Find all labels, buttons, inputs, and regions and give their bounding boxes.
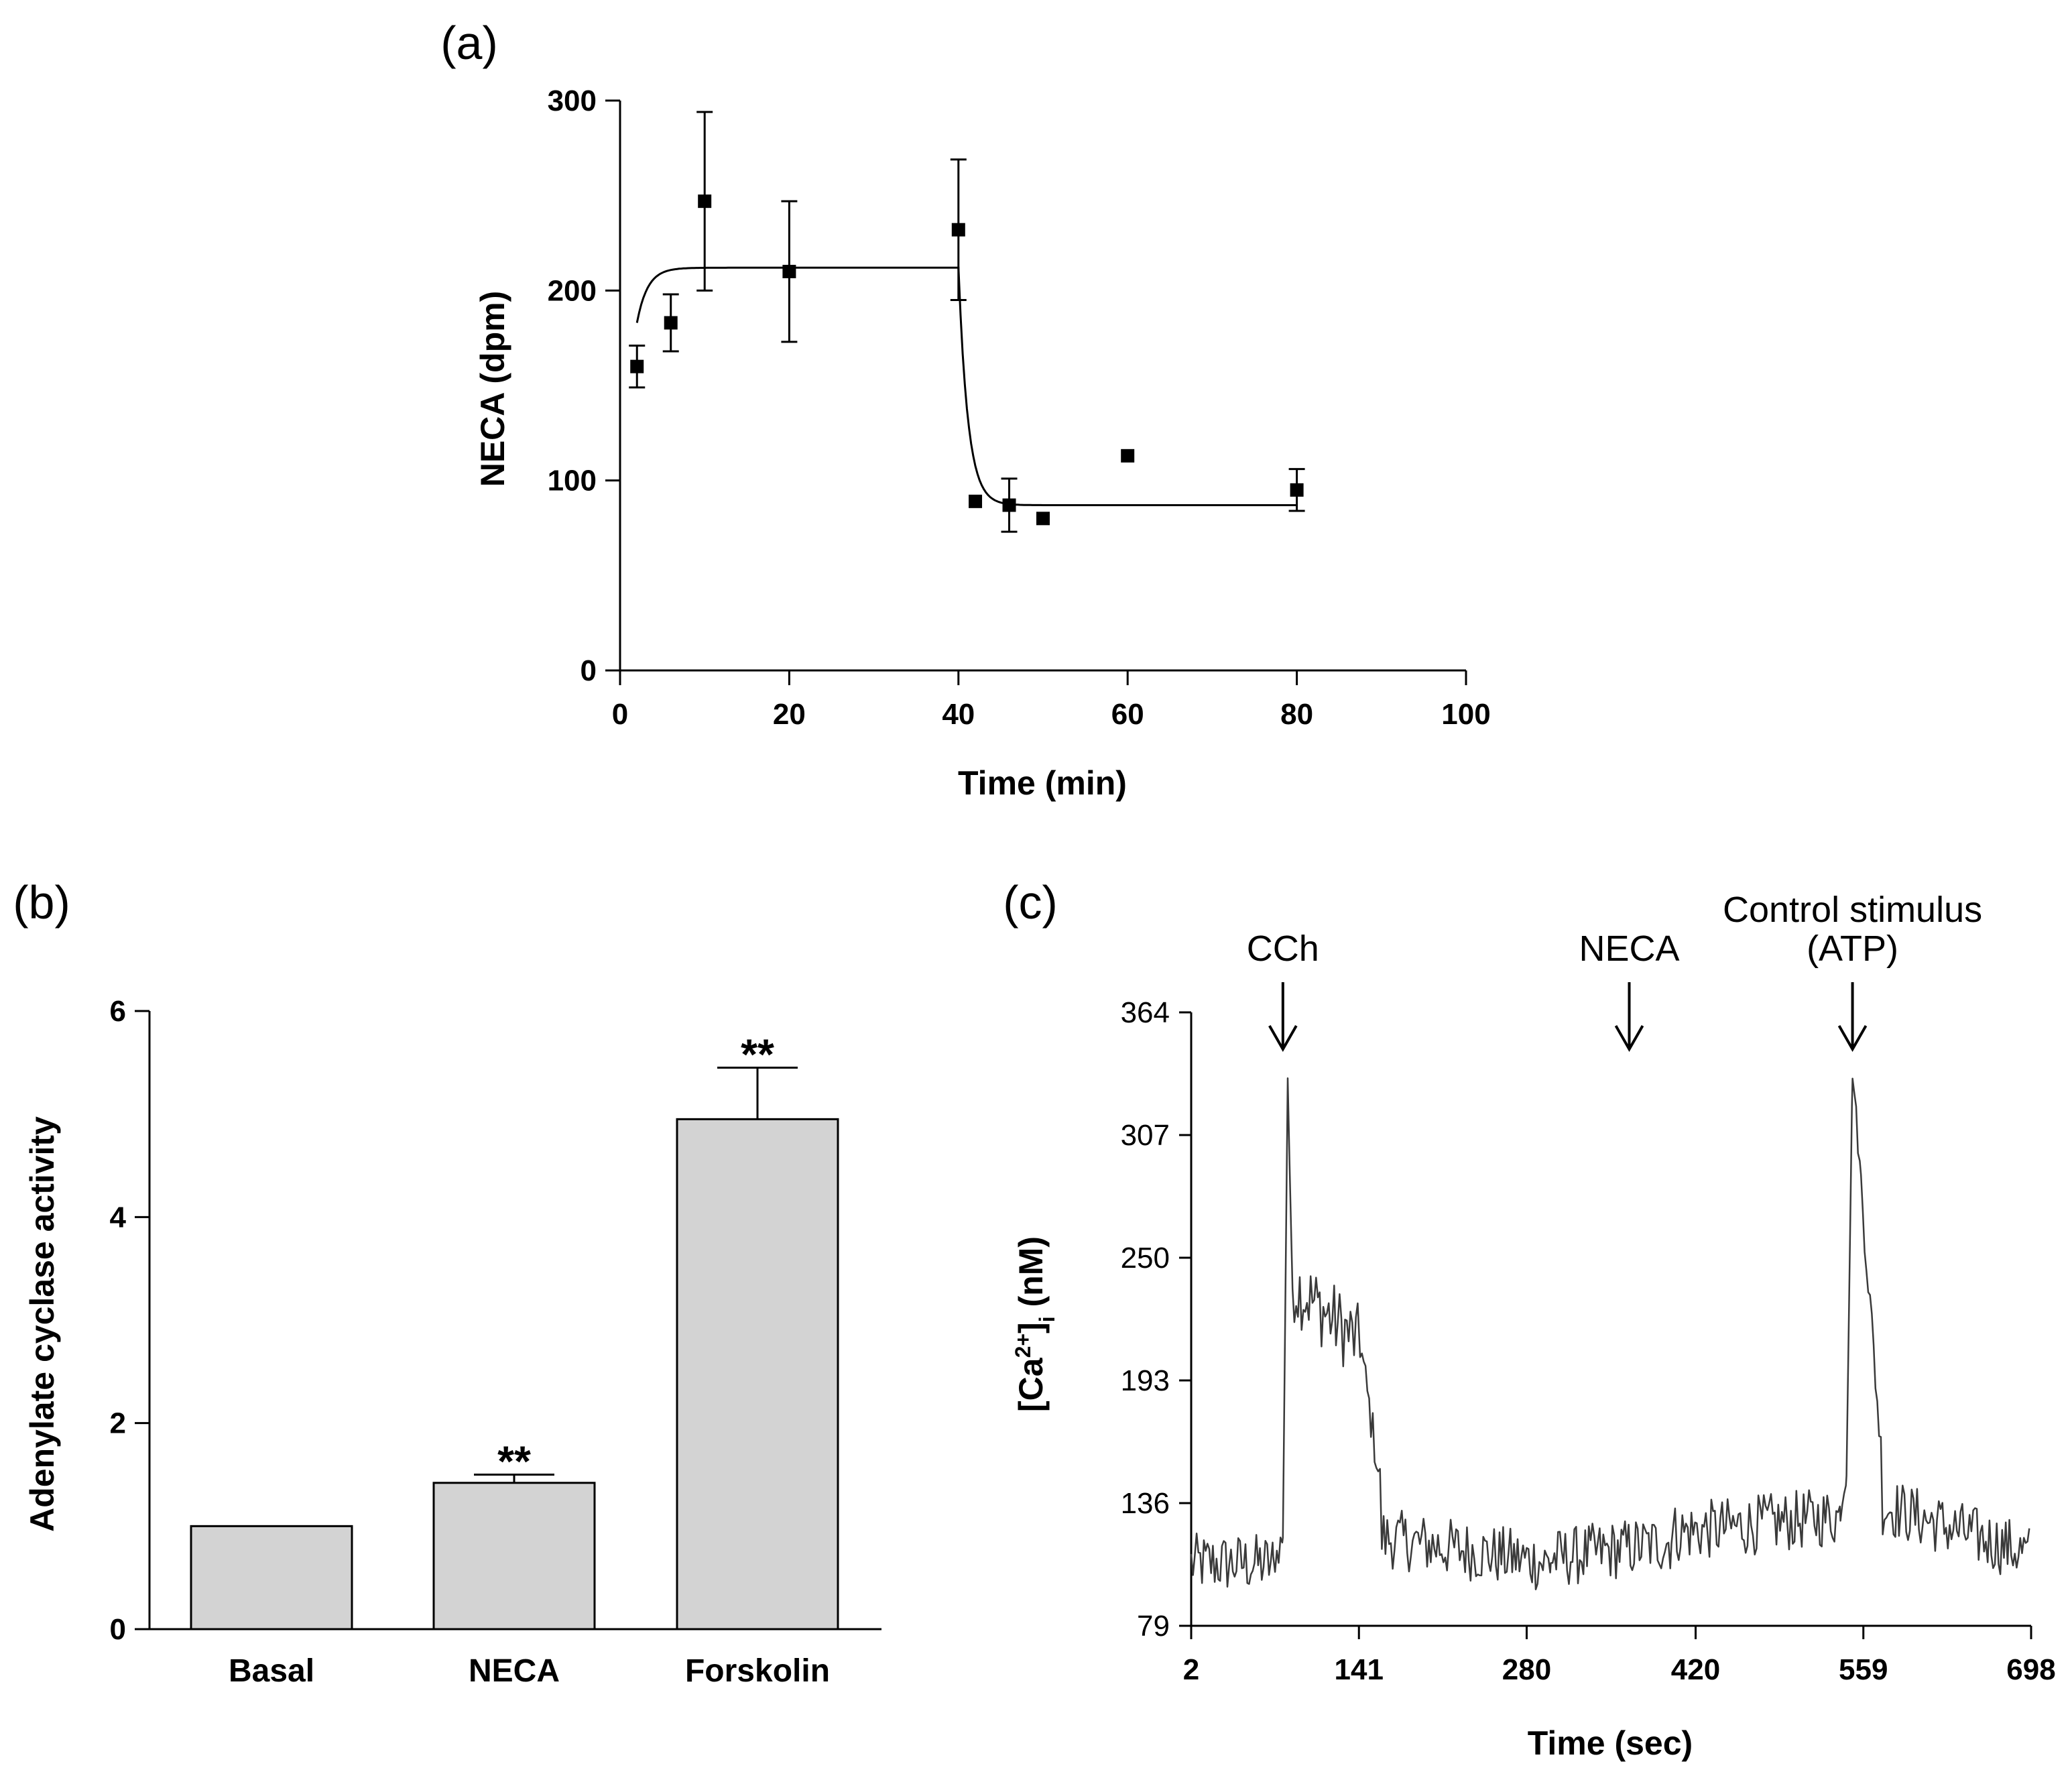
panel-a-fit-curve <box>635 266 1297 506</box>
panel-a-data-point <box>1121 449 1135 463</box>
panel-b-significance-label: ** <box>741 1030 774 1079</box>
panel-a-x-axis-label: Time (min) <box>958 764 1127 802</box>
panel-a-data-point <box>664 316 678 330</box>
panel-a-axes: 0 20 40 60 80 100 0 100 200 300 <box>548 84 1491 731</box>
panel-b-bar-chart: (b) 0 2 4 6 Basal ** NECA ** Forskolin Adenylat… <box>13 876 881 1689</box>
panel-c-x-tick-label: 141 <box>1335 1653 1384 1686</box>
panel-a-label: (a) <box>440 17 498 69</box>
panel-c-event-label: CCh <box>1247 929 1319 969</box>
panel-a-fit-line <box>635 266 1297 506</box>
panel-c-y-tick-label: 193 <box>1121 1364 1170 1397</box>
panel-c-y-axis-label-main: [Ca <box>1012 1357 1050 1412</box>
panel-a-x-tick-label: 20 <box>773 698 806 731</box>
panel-c-y-axis-label-subscript: i <box>1035 1316 1059 1322</box>
panel-c-x-tick-label: 280 <box>1502 1653 1551 1686</box>
panel-c-y-tick-label: 250 <box>1121 1242 1170 1274</box>
panel-a-data-points <box>629 111 1305 533</box>
panel-c-y-axis-label-unit: (nM) <box>1012 1236 1050 1316</box>
panel-a-data-point <box>630 359 644 373</box>
panel-c-event-arrow-head <box>1268 1025 1298 1053</box>
panel-c-y-tick-label: 136 <box>1121 1487 1170 1520</box>
panel-b-label: (b) <box>13 876 70 929</box>
panel-a-data-point <box>969 494 983 508</box>
panel-c-event-label: NECA <box>1579 929 1679 969</box>
panel-a-y-axis-label: NECA (dpm) <box>474 291 511 487</box>
panel-a-data-point <box>698 194 712 209</box>
panel-c-x-tick-label: 559 <box>1839 1653 1888 1686</box>
panel-c-event-label-line2: (ATP) <box>1807 929 1898 969</box>
panel-c-event-arrow-head <box>1614 1025 1644 1053</box>
panel-c-event-arrow-head <box>1837 1025 1868 1053</box>
panel-a-data-point <box>1002 498 1016 512</box>
panel-c-calcium-trace: (c) 2 141 280 420 559 698 79 136 193 250 307 364 CC… <box>1003 876 2056 1762</box>
panel-c-x-tick-label: 420 <box>1671 1653 1720 1686</box>
panel-c-event-label: Control stimulus <box>1723 890 1982 930</box>
panel-c-y-axis-label-bracket: ] <box>1012 1322 1050 1333</box>
panel-b-bar-neca <box>432 1482 596 1630</box>
panel-a-data-point <box>782 265 796 278</box>
panel-b-y-axis-label: Adenylate cyclase activity <box>23 1116 61 1532</box>
panel-c-x-axis-label: Time (sec) <box>1528 1724 1693 1762</box>
panel-a-data-point <box>951 223 965 237</box>
panel-b-category-label: NECA <box>469 1653 560 1689</box>
panel-c-label: (c) <box>1003 876 1058 929</box>
panel-a-y-tick-label: 100 <box>548 465 597 497</box>
panel-b-category-label: Basal <box>229 1653 314 1689</box>
panel-b-y-tick-label: 2 <box>110 1407 126 1440</box>
panel-b-y-tick-label: 0 <box>110 1613 126 1646</box>
panel-b-y-tick-label: 4 <box>110 1201 127 1234</box>
panel-a-x-tick-label: 0 <box>612 698 628 731</box>
panel-c-y-tick-label: 307 <box>1121 1119 1170 1152</box>
panel-b-bar-basal <box>190 1525 353 1630</box>
panel-a-y-tick-label: 200 <box>548 274 597 307</box>
panel-c-trace-line <box>1190 1077 2030 1590</box>
panel-b-y-tick-label: 6 <box>110 995 126 1028</box>
panel-a-y-tick-label: 300 <box>548 84 597 117</box>
panel-b-bar-forskolin <box>676 1118 839 1630</box>
panel-c-y-axis-label: [Ca2+]i (nM) <box>1011 1236 1059 1412</box>
panel-b-bars: Basal ** NECA ** Forskolin <box>190 1030 839 1689</box>
panel-a-x-tick-label: 60 <box>1111 698 1144 731</box>
panel-c-y-tick-label: 364 <box>1121 996 1170 1029</box>
panel-c-y-tick-label: 79 <box>1137 1610 1170 1643</box>
panel-c-axes: 2 141 280 420 559 698 79 136 193 250 307 364 <box>1121 996 2056 1686</box>
panel-b-category-label: Forskolin <box>685 1653 830 1689</box>
panel-a-data-point <box>1290 483 1304 497</box>
panel-c-x-tick-label: 2 <box>1183 1653 1199 1686</box>
panel-c-event-arrows: CCh NECA Control stimulus(ATP) <box>1247 890 1982 1053</box>
panel-b-significance-label: ** <box>497 1437 531 1486</box>
panel-a-y-tick-label: 0 <box>581 654 597 687</box>
panel-a-x-tick-label: 80 <box>1280 698 1313 731</box>
panel-c-y-axis-label-superscript: 2+ <box>1011 1333 1035 1358</box>
panel-a-x-tick-label: 40 <box>942 698 975 731</box>
panel-a-data-point <box>1036 512 1050 526</box>
panel-a-x-tick-label: 100 <box>1441 698 1490 731</box>
panel-a-time-course: (a) 0 20 40 60 80 100 0 100 200 300 Time (min) NE… <box>440 17 1490 802</box>
panel-c-x-tick-label: 698 <box>2006 1653 2055 1686</box>
